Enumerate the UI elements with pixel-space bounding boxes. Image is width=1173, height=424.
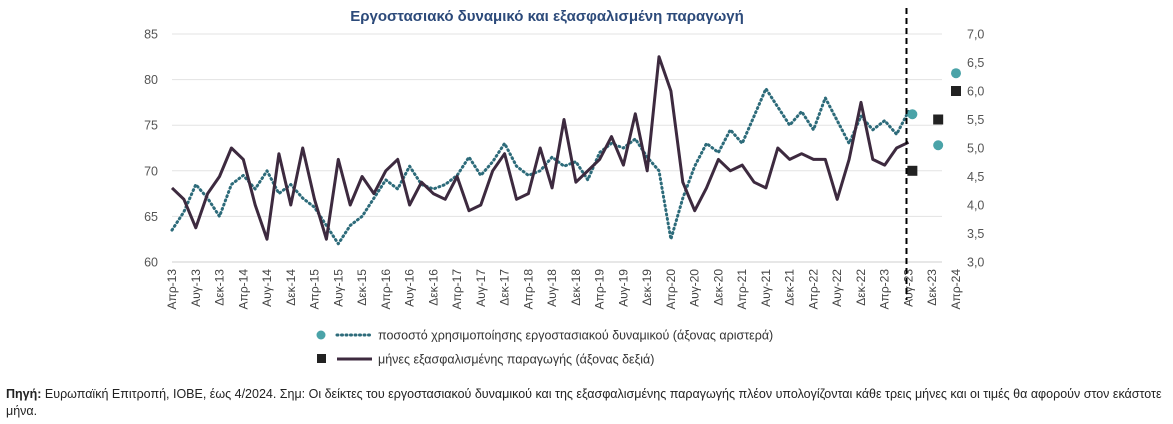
x-tick-label: Απρ-15 <box>308 269 322 310</box>
chart-title: Εργοστασιακό δυναμικό και εξασφαλισμένη … <box>350 8 744 25</box>
footnote-label: Πηγή: <box>6 387 42 401</box>
y-right-tick-label: 4,0 <box>967 199 984 213</box>
x-tick-label: Αυγ-23 <box>901 269 915 307</box>
x-tick-label: Δεκ-19 <box>640 269 654 306</box>
legend-label-production: μήνες εξασφαλισμένης παραγωγής (άξονας δ… <box>378 353 654 367</box>
y-left-tick-label: 70 <box>144 164 158 178</box>
legend-square-marker <box>317 354 326 363</box>
x-tick-label: Αυγ-19 <box>616 269 630 307</box>
forecast-points <box>907 68 961 176</box>
x-tick-label: Αυγ-21 <box>759 269 773 307</box>
chart: Εργοστασιακό δυναμικό και εξασφαλισμένη … <box>144 8 984 367</box>
x-tick-label: Απρ-13 <box>165 269 179 310</box>
x-tick-label: Δεκ-14 <box>284 269 298 306</box>
y-right-tick-label: 5,5 <box>967 113 984 127</box>
x-tick-label: Αυγ-18 <box>545 269 559 307</box>
y-axis-right: 3,0 3,5 4,0 4,5 5,0 5,5 6,0 6,5 7,0 <box>967 28 984 270</box>
x-tick-label: Αυγ-14 <box>260 269 274 307</box>
legend-circle-marker <box>316 330 326 340</box>
x-tick-label: Δεκ-16 <box>426 269 440 306</box>
x-tick-label: Δεκ-13 <box>213 269 227 306</box>
y-left-tick-label: 60 <box>144 256 158 270</box>
gridlines <box>172 33 942 263</box>
capacity-forecast-point <box>907 109 918 120</box>
production-forecast-point <box>933 114 944 125</box>
x-tick-label: Απρ-14 <box>236 269 250 310</box>
capacity-forecast-point <box>951 68 961 79</box>
x-tick-label: Απρ-16 <box>379 269 393 310</box>
x-tick-label: Αυγ-20 <box>688 269 702 307</box>
x-tick-label: Απρ-23 <box>878 269 892 310</box>
y-axis-left: 60 65 70 75 80 85 <box>144 28 158 270</box>
x-tick-label: Αυγ-22 <box>830 269 844 307</box>
series-layer <box>170 55 910 246</box>
x-tick-label: Δεκ-20 <box>711 269 725 306</box>
y-left-tick-label: 75 <box>144 119 158 133</box>
y-right-tick-label: 6,5 <box>967 56 984 70</box>
x-tick-label: Δεκ-22 <box>854 269 868 306</box>
footnote: Πηγή: Ευρωπαϊκή Επιτροπή, ΙΟΒΕ, έως 4/20… <box>6 386 1166 420</box>
y-left-tick-label: 65 <box>144 210 158 224</box>
capacity-forecast-point <box>933 140 944 151</box>
footnote-text: Ευρωπαϊκή Επιτροπή, ΙΟΒΕ, έως 4/2024. Ση… <box>6 387 1162 418</box>
y-left-tick-label: 80 <box>144 73 158 87</box>
x-tick-label: Αυγ-15 <box>331 269 345 307</box>
x-tick-label: Απρ-21 <box>735 269 749 310</box>
x-tick-label: Απρ-22 <box>806 269 820 310</box>
production-forecast-point <box>907 165 918 176</box>
x-tick-label: Δεκ-15 <box>355 269 369 306</box>
x-tick-label: Αυγ-16 <box>403 269 417 307</box>
x-tick-label: Απρ-24 <box>949 269 963 310</box>
y-left-tick-label: 85 <box>144 28 158 42</box>
x-tick-label: Απρ-17 <box>450 269 464 310</box>
y-right-tick-label: 5,0 <box>967 142 984 156</box>
x-tick-label: Απρ-18 <box>521 269 535 310</box>
x-tick-label: Απρ-19 <box>593 269 607 310</box>
x-tick-label: Απρ-20 <box>664 269 678 310</box>
y-right-tick-label: 6,0 <box>967 85 984 99</box>
x-tick-label: Δεκ-18 <box>569 269 583 306</box>
y-right-tick-label: 3,5 <box>967 227 984 241</box>
x-tick-label: Αυγ-13 <box>189 269 203 307</box>
x-tick-label: Δεκ-23 <box>925 269 939 306</box>
secured-production-line <box>170 55 910 241</box>
legend: ποσοστό χρησιμοποίησης εργοστασιακού δυν… <box>316 329 773 367</box>
x-tick-label: Δεκ-21 <box>783 269 797 306</box>
production-forecast-point <box>951 86 961 96</box>
y-right-tick-label: 7,0 <box>967 28 984 42</box>
y-right-tick-label: 3,0 <box>967 256 984 270</box>
y-right-tick-label: 4,5 <box>967 170 984 184</box>
x-tick-label: Δεκ-17 <box>498 269 512 306</box>
legend-label-capacity: ποσοστό χρησιμοποίησης εργοστασιακού δυν… <box>378 329 773 343</box>
x-tick-label: Αυγ-17 <box>474 269 488 307</box>
x-axis: Απρ-13 Αυγ-13 Δεκ-13 Απρ-14 Αυγ-14 Δεκ-14 Απρ-… <box>165 261 963 310</box>
